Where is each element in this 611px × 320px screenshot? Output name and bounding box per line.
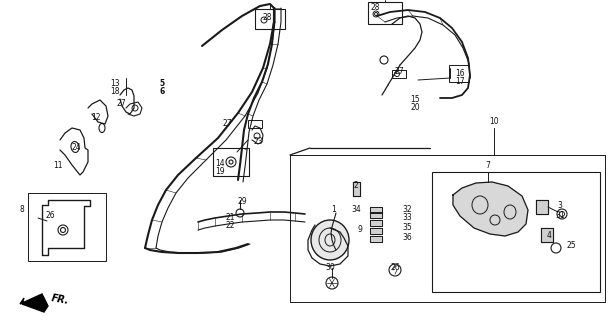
Text: 26: 26 (390, 263, 400, 273)
Polygon shape (541, 228, 553, 242)
Polygon shape (453, 182, 528, 236)
Text: 8: 8 (20, 205, 24, 214)
Text: 12: 12 (91, 114, 101, 123)
Text: 16: 16 (455, 68, 465, 77)
Text: 10: 10 (489, 116, 499, 125)
Text: 13: 13 (110, 78, 120, 87)
Text: 7: 7 (486, 161, 491, 170)
Text: 24: 24 (71, 143, 81, 153)
Bar (368, 2, 402, 24)
Polygon shape (370, 236, 382, 242)
Text: 20: 20 (410, 102, 420, 111)
Text: 28: 28 (370, 3, 380, 12)
Text: 34: 34 (351, 205, 361, 214)
Polygon shape (370, 212, 382, 218)
Text: 28: 28 (262, 12, 272, 21)
Text: 4: 4 (547, 231, 552, 241)
Text: 27: 27 (222, 118, 232, 127)
Text: 30: 30 (325, 263, 335, 273)
Text: 6: 6 (159, 86, 164, 95)
Bar (449, 65, 469, 82)
Text: 22: 22 (225, 220, 235, 229)
Text: 27: 27 (394, 68, 404, 76)
Bar (28, 193, 106, 261)
Text: 29: 29 (237, 197, 247, 206)
Text: 19: 19 (215, 167, 225, 177)
Bar (432, 172, 600, 292)
Bar (213, 148, 249, 176)
Text: 11: 11 (53, 161, 63, 170)
Text: 18: 18 (110, 86, 120, 95)
Text: 1: 1 (332, 205, 337, 214)
Text: 33: 33 (402, 213, 412, 222)
Text: 31: 31 (555, 211, 565, 220)
Polygon shape (370, 220, 382, 226)
Text: 36: 36 (402, 234, 412, 243)
Text: 9: 9 (357, 226, 362, 235)
Ellipse shape (311, 220, 349, 260)
Text: 32: 32 (402, 205, 412, 214)
Text: 17: 17 (455, 76, 465, 85)
Text: 2: 2 (354, 181, 359, 190)
Text: 35: 35 (402, 223, 412, 233)
Text: 23: 23 (253, 138, 263, 147)
Bar (248, 120, 262, 128)
Polygon shape (370, 207, 382, 213)
Polygon shape (20, 294, 48, 312)
Text: 26: 26 (45, 211, 55, 220)
Polygon shape (353, 182, 360, 196)
Text: 21: 21 (225, 212, 235, 221)
Bar (255, 9, 285, 29)
Polygon shape (370, 228, 382, 234)
Text: 14: 14 (215, 159, 225, 169)
Text: 5: 5 (159, 78, 164, 87)
Text: 27: 27 (116, 100, 126, 108)
Polygon shape (536, 200, 548, 214)
Text: FR.: FR. (50, 293, 70, 307)
Bar (392, 70, 406, 78)
Text: 3: 3 (558, 201, 563, 210)
Text: 15: 15 (410, 94, 420, 103)
Text: 25: 25 (566, 242, 576, 251)
